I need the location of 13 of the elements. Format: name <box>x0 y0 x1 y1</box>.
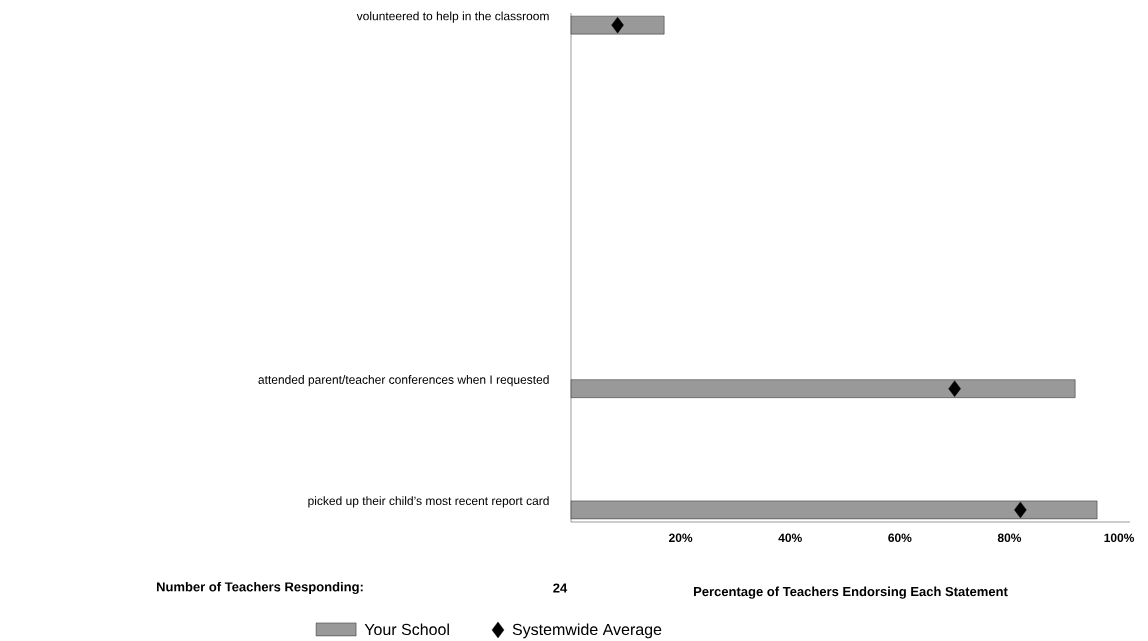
y-tick-label: attended parent/teacher conferences when I requested <box>258 375 549 387</box>
legend-label: Your School <box>364 623 449 636</box>
x-tick-label: 100% <box>1104 533 1135 543</box>
x-tick-label: 60% <box>888 533 912 543</box>
x-tick-label: 80% <box>997 533 1022 543</box>
legend-label: Systemwide Average <box>512 623 662 639</box>
text: Number of Teachers Responding: <box>156 581 363 595</box>
y-tick-label: volunteered to help in the classroom <box>356 11 549 23</box>
x-tick-label: 40% <box>778 533 802 543</box>
y-tick-label: picked up their child’s most recent report card <box>308 496 549 508</box>
text: 24 <box>553 583 568 593</box>
x-tick-label: 20% <box>669 533 693 543</box>
x-axis-title: Percentage of Teachers Endorsing Each Statement <box>693 586 1008 599</box>
